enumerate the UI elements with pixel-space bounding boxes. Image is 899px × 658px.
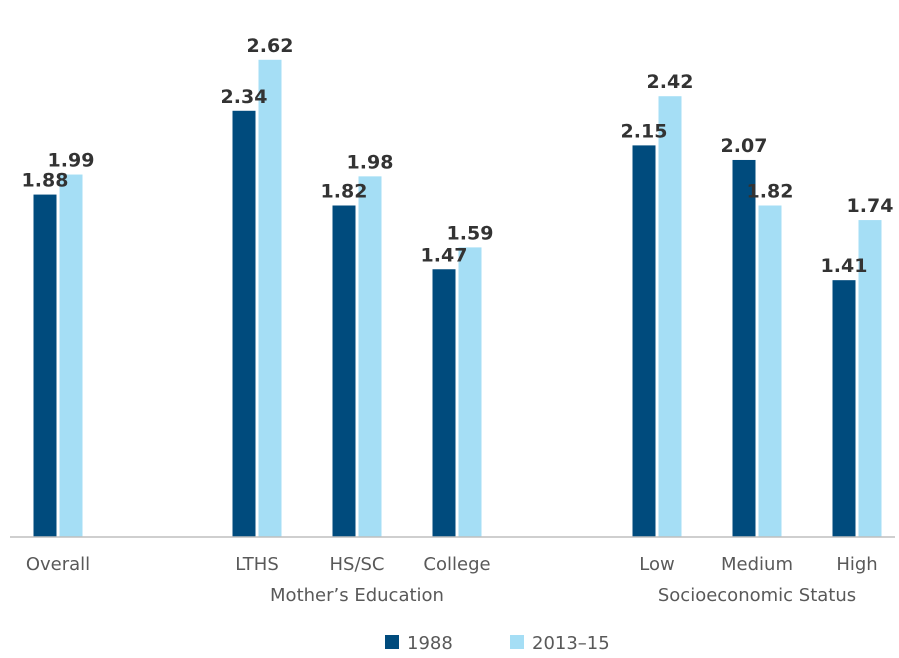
- legend-label-2013-15: 2013–15: [532, 633, 610, 654]
- data-label-college-2013-15: 1.59: [447, 222, 494, 244]
- data-label-low-2013-15: 2.42: [647, 71, 694, 93]
- data-label-lths-2013-15: 2.62: [247, 35, 294, 57]
- bar-overall-2013-15: [59, 174, 83, 538]
- bar-hs-sc-2013-15: [358, 176, 382, 537]
- group-label-socioeconomic-status: Socioeconomic Status: [658, 585, 856, 606]
- data-labels-layer: 1.881.99 2.34 2.62 1.82 1.98 1.471.59 2.15 2.42…: [22, 35, 894, 277]
- bar-lths-1988: [232, 110, 256, 538]
- data-label-overall-1988: 1.88: [22, 170, 69, 192]
- category-label-college: College: [423, 554, 490, 575]
- bar-medium-2013-15: [758, 205, 782, 537]
- bar-medium-1988: [732, 159, 756, 537]
- group-labels-layer: Mother’s Education Socioeconomic Status: [270, 585, 856, 606]
- bar-college-2013-15: [458, 247, 482, 537]
- category-labels-layer: Overall LTHS HS/SC College Low Medium High: [26, 554, 878, 575]
- category-label-lths: LTHS: [235, 554, 279, 575]
- bar-overall-1988: [33, 194, 57, 538]
- bar-low-1988: [632, 145, 656, 537]
- data-label-lths-1988: 2.34: [221, 86, 268, 108]
- data-label-hs-sc-1988: 1.82: [321, 181, 368, 203]
- legend: 1988 2013–15: [385, 633, 610, 654]
- category-label-low: Low: [639, 554, 674, 575]
- legend-label-1988: 1988: [407, 633, 453, 654]
- bar-hs-sc-1988: [332, 205, 356, 537]
- legend-swatch-2013-15: [510, 635, 524, 649]
- bar-lths-2013-15: [258, 59, 282, 538]
- category-label-hs-sc: HS/SC: [329, 554, 384, 575]
- data-label-college-1988: 1.47: [421, 244, 468, 266]
- data-label-high-2013-15: 1.74: [847, 195, 894, 217]
- bars-layer: [33, 59, 882, 538]
- bar-college-1988: [432, 269, 456, 537]
- legend-swatch-1988: [385, 635, 399, 649]
- category-label-overall: Overall: [26, 554, 90, 575]
- category-label-high: High: [836, 554, 877, 575]
- data-label-hs-sc-2013-15: 1.98: [347, 151, 394, 173]
- bar-high-1988: [832, 280, 856, 537]
- data-label-medium-2013-15: 1.82: [747, 181, 794, 203]
- category-label-medium: Medium: [721, 554, 793, 575]
- data-label-medium-1988: 2.07: [721, 135, 768, 157]
- data-label-high-1988: 1.41: [821, 255, 868, 277]
- data-label-overall-2013-15: 1.99: [48, 150, 95, 172]
- group-label-mother-s-education: Mother’s Education: [270, 585, 444, 606]
- data-label-low-1988: 2.15: [621, 120, 668, 142]
- bar-high-2013-15: [858, 220, 882, 538]
- bar-low-2013-15: [658, 96, 682, 537]
